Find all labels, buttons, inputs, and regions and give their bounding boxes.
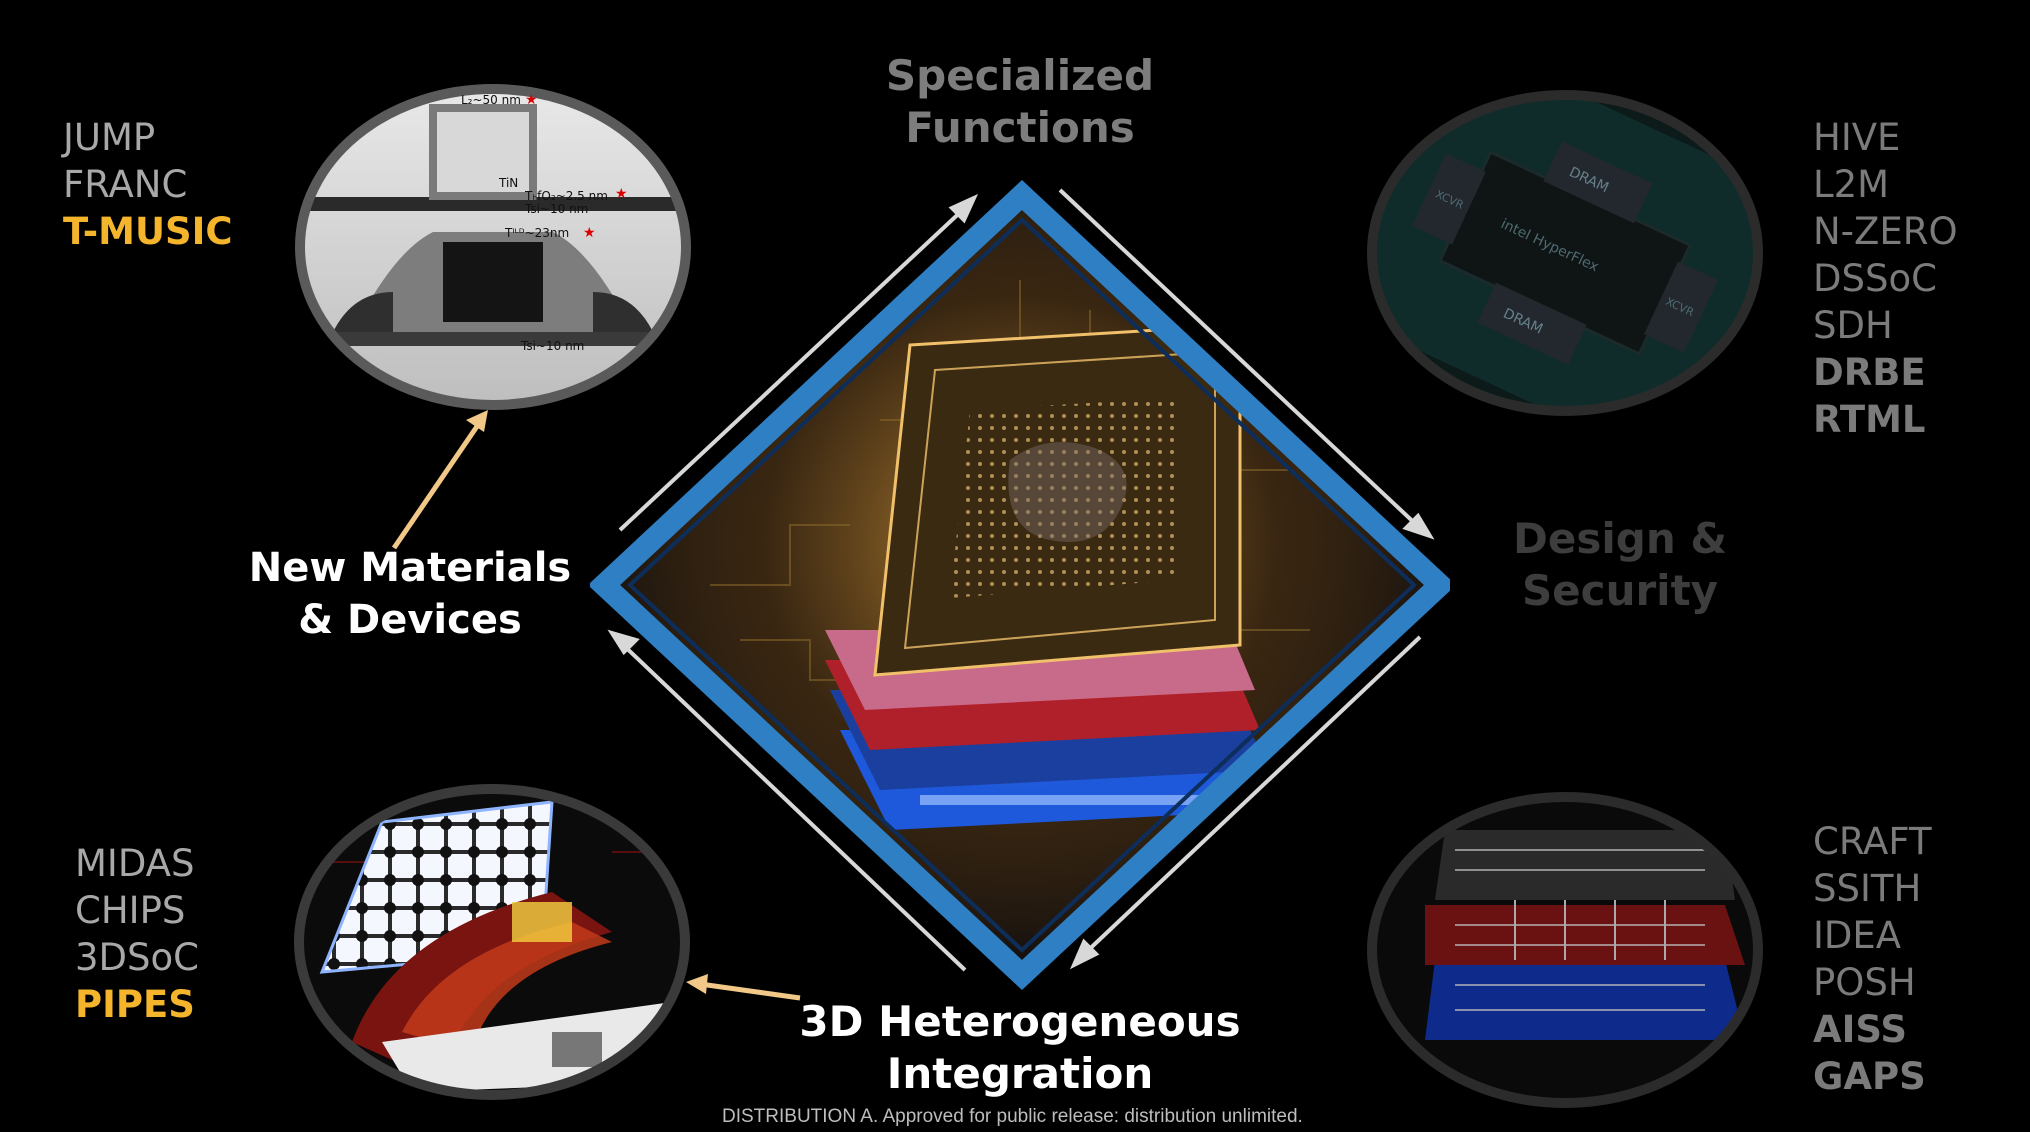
program-3dsoc: 3DSoC	[75, 936, 199, 979]
svg-text:★: ★	[615, 186, 628, 202]
svg-text:★: ★	[583, 225, 596, 241]
program-sdh: SDH	[1813, 304, 1893, 347]
central-chip-diamond	[590, 179, 1450, 991]
bottom-left-program-list: MIDAS CHIPS 3DSoC PIPES	[75, 840, 199, 1028]
bottom-right-program-list: CRAFT SSITH IDEA POSH AISS GAPS	[1813, 818, 1932, 1100]
top-left-program-list: JUMP FRANC T-MUSIC	[63, 114, 233, 255]
program-pipes: PIPES	[75, 983, 195, 1026]
distribution-footer: DISTRIBUTION A. Approved for public rele…	[722, 1106, 1303, 1127]
layered-stack-image	[1367, 792, 1763, 1108]
tem-cross-section-image: L₂~50 nm TiN TₕfO₂~2.5 nm Tsi~10 nm Tᴵᴸᴰ…	[295, 84, 691, 410]
program-n-zero: N-ZERO	[1813, 210, 1958, 253]
tem-label-tsi-bottom: Tsi~10 nm	[520, 339, 584, 353]
tem-label-tild: Tᴵᴸᴰ~23nm	[504, 226, 569, 240]
program-craft: CRAFT	[1813, 820, 1932, 863]
program-ssith: SSITH	[1813, 867, 1922, 910]
program-midas: MIDAS	[75, 842, 195, 885]
tem-markers: ★ ★ ★	[525, 92, 628, 241]
program-idea: IDEA	[1813, 914, 1902, 957]
program-l2m: L2M	[1813, 163, 1890, 206]
program-jump: JUMP	[63, 116, 156, 159]
program-franc: FRANC	[63, 163, 188, 206]
heading-new-materials-devices: New Materials & Devices	[248, 545, 572, 643]
fpga-package-image: DRAM DRAM intel HyperFlex XCVR XCVR	[1367, 90, 1763, 416]
tem-label-tin: TiN	[498, 176, 518, 190]
svg-text:★: ★	[525, 92, 538, 108]
pointer-arrow-to-tem	[391, 410, 488, 550]
tem-label-tsi-top: Tsi~10 nm	[524, 202, 588, 216]
tem-label-lg: L₂~50 nm	[461, 93, 521, 107]
program-posh: POSH	[1813, 961, 1916, 1004]
program-t-music: T-MUSIC	[63, 210, 233, 253]
program-gaps: GAPS	[1813, 1055, 1926, 1098]
program-hive: HIVE	[1813, 116, 1901, 159]
program-rtml: RTML	[1813, 398, 1926, 441]
program-dssoc: DSSoC	[1813, 257, 1937, 300]
program-aiss: AISS	[1813, 1008, 1908, 1051]
tem-label-thfo2: TₕfO₂~2.5 nm	[524, 189, 608, 203]
3d-stack-image	[294, 784, 690, 1100]
pointer-arrow-to-stack	[686, 974, 801, 1001]
program-chips: CHIPS	[75, 889, 186, 932]
program-drbe: DRBE	[1813, 351, 1926, 394]
heading-specialized-functions: Specialized Functions	[885, 51, 1155, 152]
heading-3d-heterogeneous-integration: 3D Heterogeneous Integration	[799, 997, 1241, 1098]
top-right-program-list: HIVE L2M N-ZERO DSSoC SDH DRBE RTML	[1813, 114, 1958, 443]
heading-design-security: Design & Security	[1513, 514, 1727, 615]
